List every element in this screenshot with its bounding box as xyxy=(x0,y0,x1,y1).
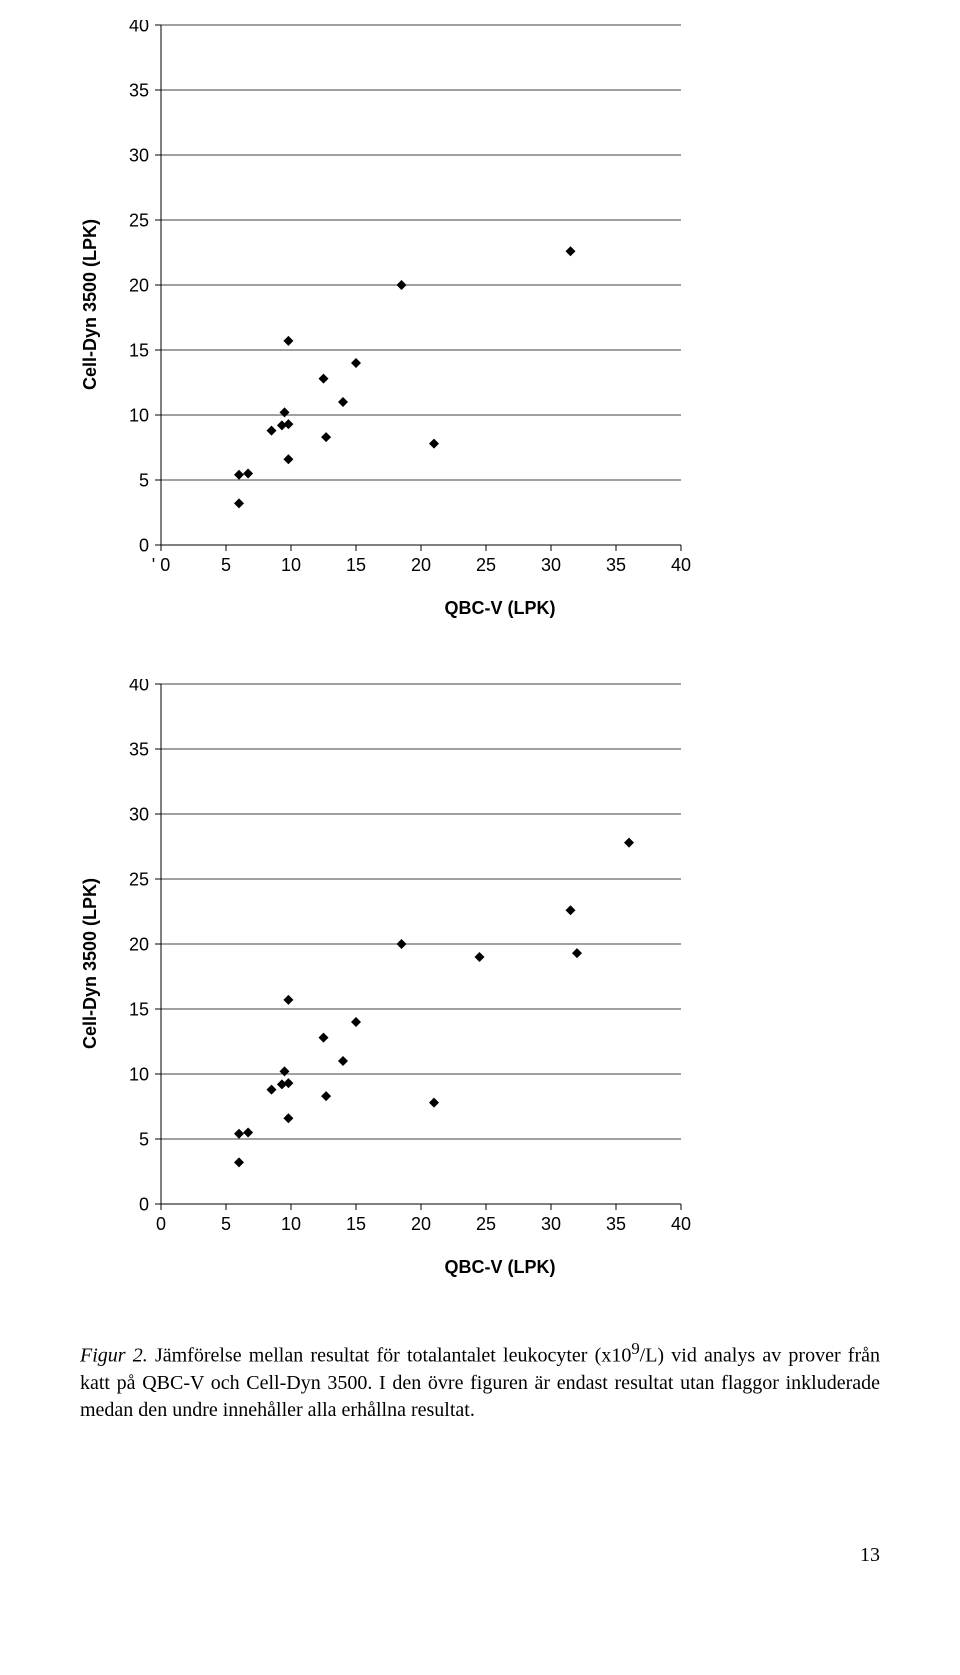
svg-text:15: 15 xyxy=(346,555,366,575)
svg-text:25: 25 xyxy=(476,555,496,575)
svg-text:5: 5 xyxy=(221,555,231,575)
svg-text:35: 35 xyxy=(129,739,149,759)
svg-text:10: 10 xyxy=(281,1214,301,1234)
svg-text:40: 40 xyxy=(129,679,149,694)
figure-label: Figur 2. xyxy=(80,1345,148,1367)
caption-text-1: Jämförelse mellan resultat för totalanta… xyxy=(148,1345,632,1367)
svg-text:40: 40 xyxy=(129,20,149,35)
svg-text:30: 30 xyxy=(129,804,149,824)
x-axis-label-bottom: QBC-V (LPK) xyxy=(120,1257,880,1278)
svg-text:25: 25 xyxy=(129,210,149,230)
svg-text:25: 25 xyxy=(129,869,149,889)
svg-text:20: 20 xyxy=(129,934,149,954)
plot-area-top: 0 5 10 15 20 25 30 35 40 ' 0 5 10 15 20 25 30 35 40 xyxy=(111,20,691,590)
svg-text:15: 15 xyxy=(129,340,149,360)
plot-area-bottom: 0 5 10 15 20 25 30 35 40 0 5 10 15 20 25 30 35 40 xyxy=(111,679,691,1249)
svg-text:10: 10 xyxy=(129,1064,149,1084)
svg-text:5: 5 xyxy=(139,470,149,490)
y-axis-label-bottom: Cell-Dyn 3500 (LPK) xyxy=(80,878,101,1049)
svg-text:0: 0 xyxy=(156,1214,166,1234)
scatter-chart-bottom: Cell-Dyn 3500 (LPK) 0 5 10 15 20 25 30 35 40 0 5 10… xyxy=(80,679,880,1278)
svg-text:' 0: ' 0 xyxy=(152,555,170,575)
svg-text:0: 0 xyxy=(139,535,149,555)
svg-text:15: 15 xyxy=(346,1214,366,1234)
x-axis-label-top: QBC-V (LPK) xyxy=(120,598,880,619)
svg-text:25: 25 xyxy=(476,1214,496,1234)
svg-text:20: 20 xyxy=(411,555,431,575)
svg-text:15: 15 xyxy=(129,999,149,1019)
y-axis-label-top: Cell-Dyn 3500 (LPK) xyxy=(80,219,101,390)
svg-text:30: 30 xyxy=(541,1214,561,1234)
svg-text:30: 30 xyxy=(541,555,561,575)
page-number: 13 xyxy=(80,1544,880,1567)
scatter-chart-top: Cell-Dyn 3500 (LPK) 0 5 10 15 20 25 30 35 40 ' 0 5… xyxy=(80,20,880,619)
svg-text:35: 35 xyxy=(129,80,149,100)
svg-text:10: 10 xyxy=(281,555,301,575)
svg-text:0: 0 xyxy=(139,1194,149,1214)
svg-text:35: 35 xyxy=(606,555,626,575)
figure-caption: Figur 2. Jämförelse mellan resultat för … xyxy=(80,1338,880,1424)
svg-text:40: 40 xyxy=(671,1214,691,1234)
svg-text:40: 40 xyxy=(671,555,691,575)
svg-text:10: 10 xyxy=(129,405,149,425)
svg-text:5: 5 xyxy=(221,1214,231,1234)
caption-superscript: 9 xyxy=(631,1339,639,1358)
svg-text:30: 30 xyxy=(129,145,149,165)
svg-text:35: 35 xyxy=(606,1214,626,1234)
svg-text:5: 5 xyxy=(139,1129,149,1149)
svg-text:20: 20 xyxy=(129,275,149,295)
svg-text:20: 20 xyxy=(411,1214,431,1234)
